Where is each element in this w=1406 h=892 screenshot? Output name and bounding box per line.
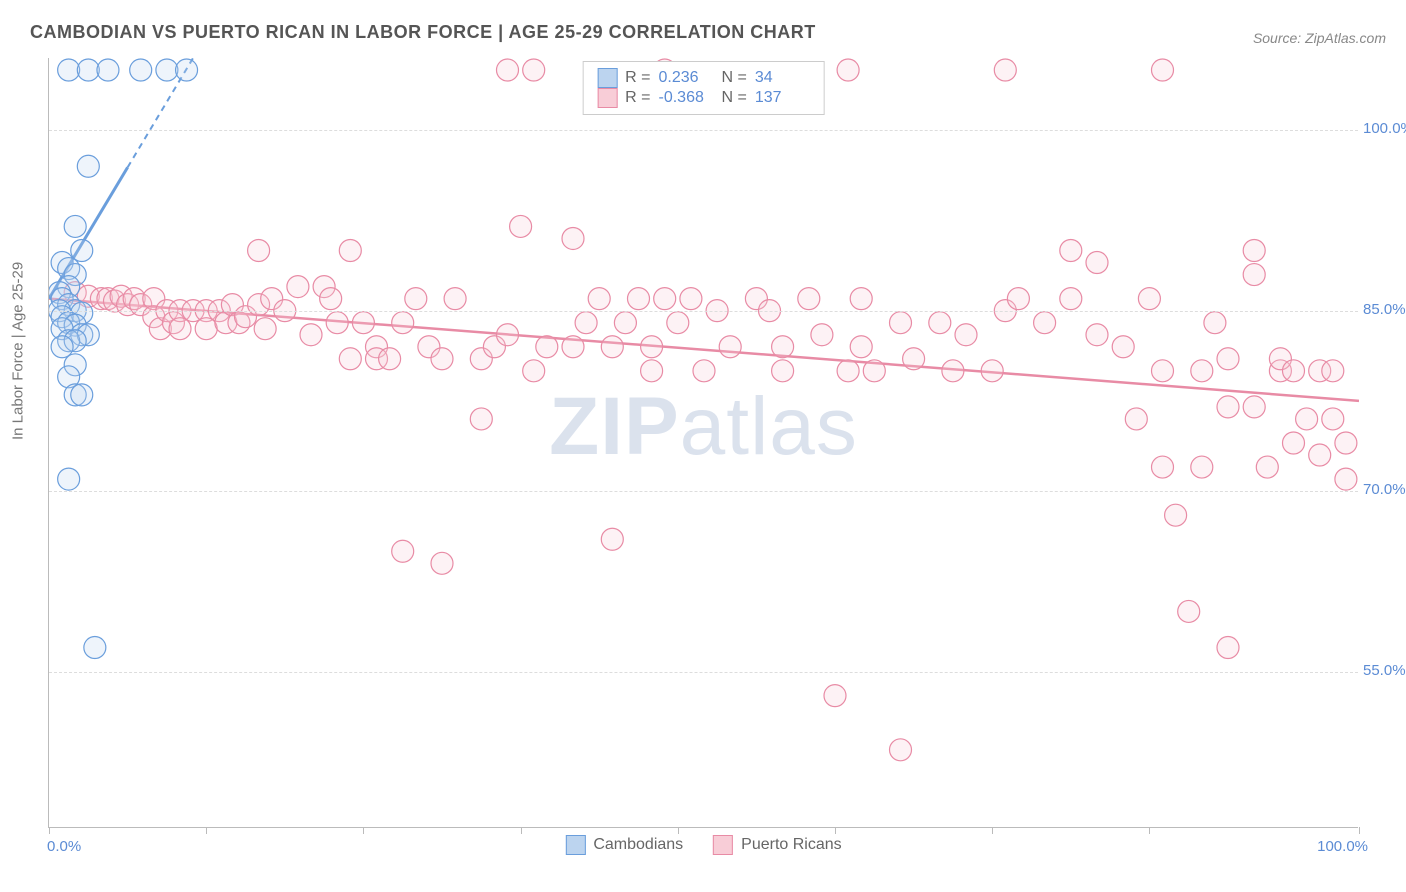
r-label: R = (625, 69, 650, 87)
legend-swatch (597, 68, 617, 88)
x-tick (363, 827, 364, 834)
gridline (49, 311, 1358, 312)
source-attribution: Source: ZipAtlas.com (1253, 30, 1386, 46)
x-tick (206, 827, 207, 834)
legend-item: Cambodians (565, 835, 683, 855)
r-value: -0.368 (659, 89, 714, 107)
x-tick-min: 0.0% (47, 838, 81, 855)
legend-stats: R = 0.236 N = 34 R = -0.368 N = 137 (582, 61, 825, 115)
legend-series: Cambodians Puerto Ricans (565, 835, 841, 855)
r-value: 0.236 (659, 69, 714, 87)
x-tick (835, 827, 836, 834)
x-tick (992, 827, 993, 834)
x-tick (1149, 827, 1150, 834)
n-label: N = (722, 69, 747, 87)
legend-swatch (713, 835, 733, 855)
legend-swatch (565, 835, 585, 855)
gridline (49, 672, 1358, 673)
y-tick-label: 85.0% (1363, 301, 1406, 318)
y-tick-label: 55.0% (1363, 662, 1406, 679)
plot-svg (49, 58, 1359, 828)
gridline (49, 130, 1358, 131)
legend-stat-row: R = 0.236 N = 34 (597, 68, 810, 88)
n-label: N = (722, 89, 747, 107)
n-value: 34 (755, 69, 810, 87)
n-value: 137 (755, 89, 810, 107)
y-tick-label: 70.0% (1363, 481, 1406, 498)
legend-stat-row: R = -0.368 N = 137 (597, 88, 810, 108)
chart-title: CAMBODIAN VS PUERTO RICAN IN LABOR FORCE… (30, 22, 816, 43)
scatter-plot: ZIPatlas R = 0.236 N = 34 R = -0.368 N =… (48, 58, 1358, 828)
legend-label: Cambodians (593, 836, 683, 854)
x-tick-max: 100.0% (1317, 838, 1368, 855)
y-axis-label: In Labor Force | Age 25-29 (10, 262, 27, 440)
y-tick-label: 100.0% (1363, 120, 1406, 137)
r-label: R = (625, 89, 650, 107)
legend-item: Puerto Ricans (713, 835, 842, 855)
x-tick (49, 827, 50, 834)
x-tick (678, 827, 679, 834)
x-tick (1359, 827, 1360, 834)
legend-swatch (597, 88, 617, 108)
x-tick (521, 827, 522, 834)
gridline (49, 491, 1358, 492)
legend-label: Puerto Ricans (741, 836, 842, 854)
